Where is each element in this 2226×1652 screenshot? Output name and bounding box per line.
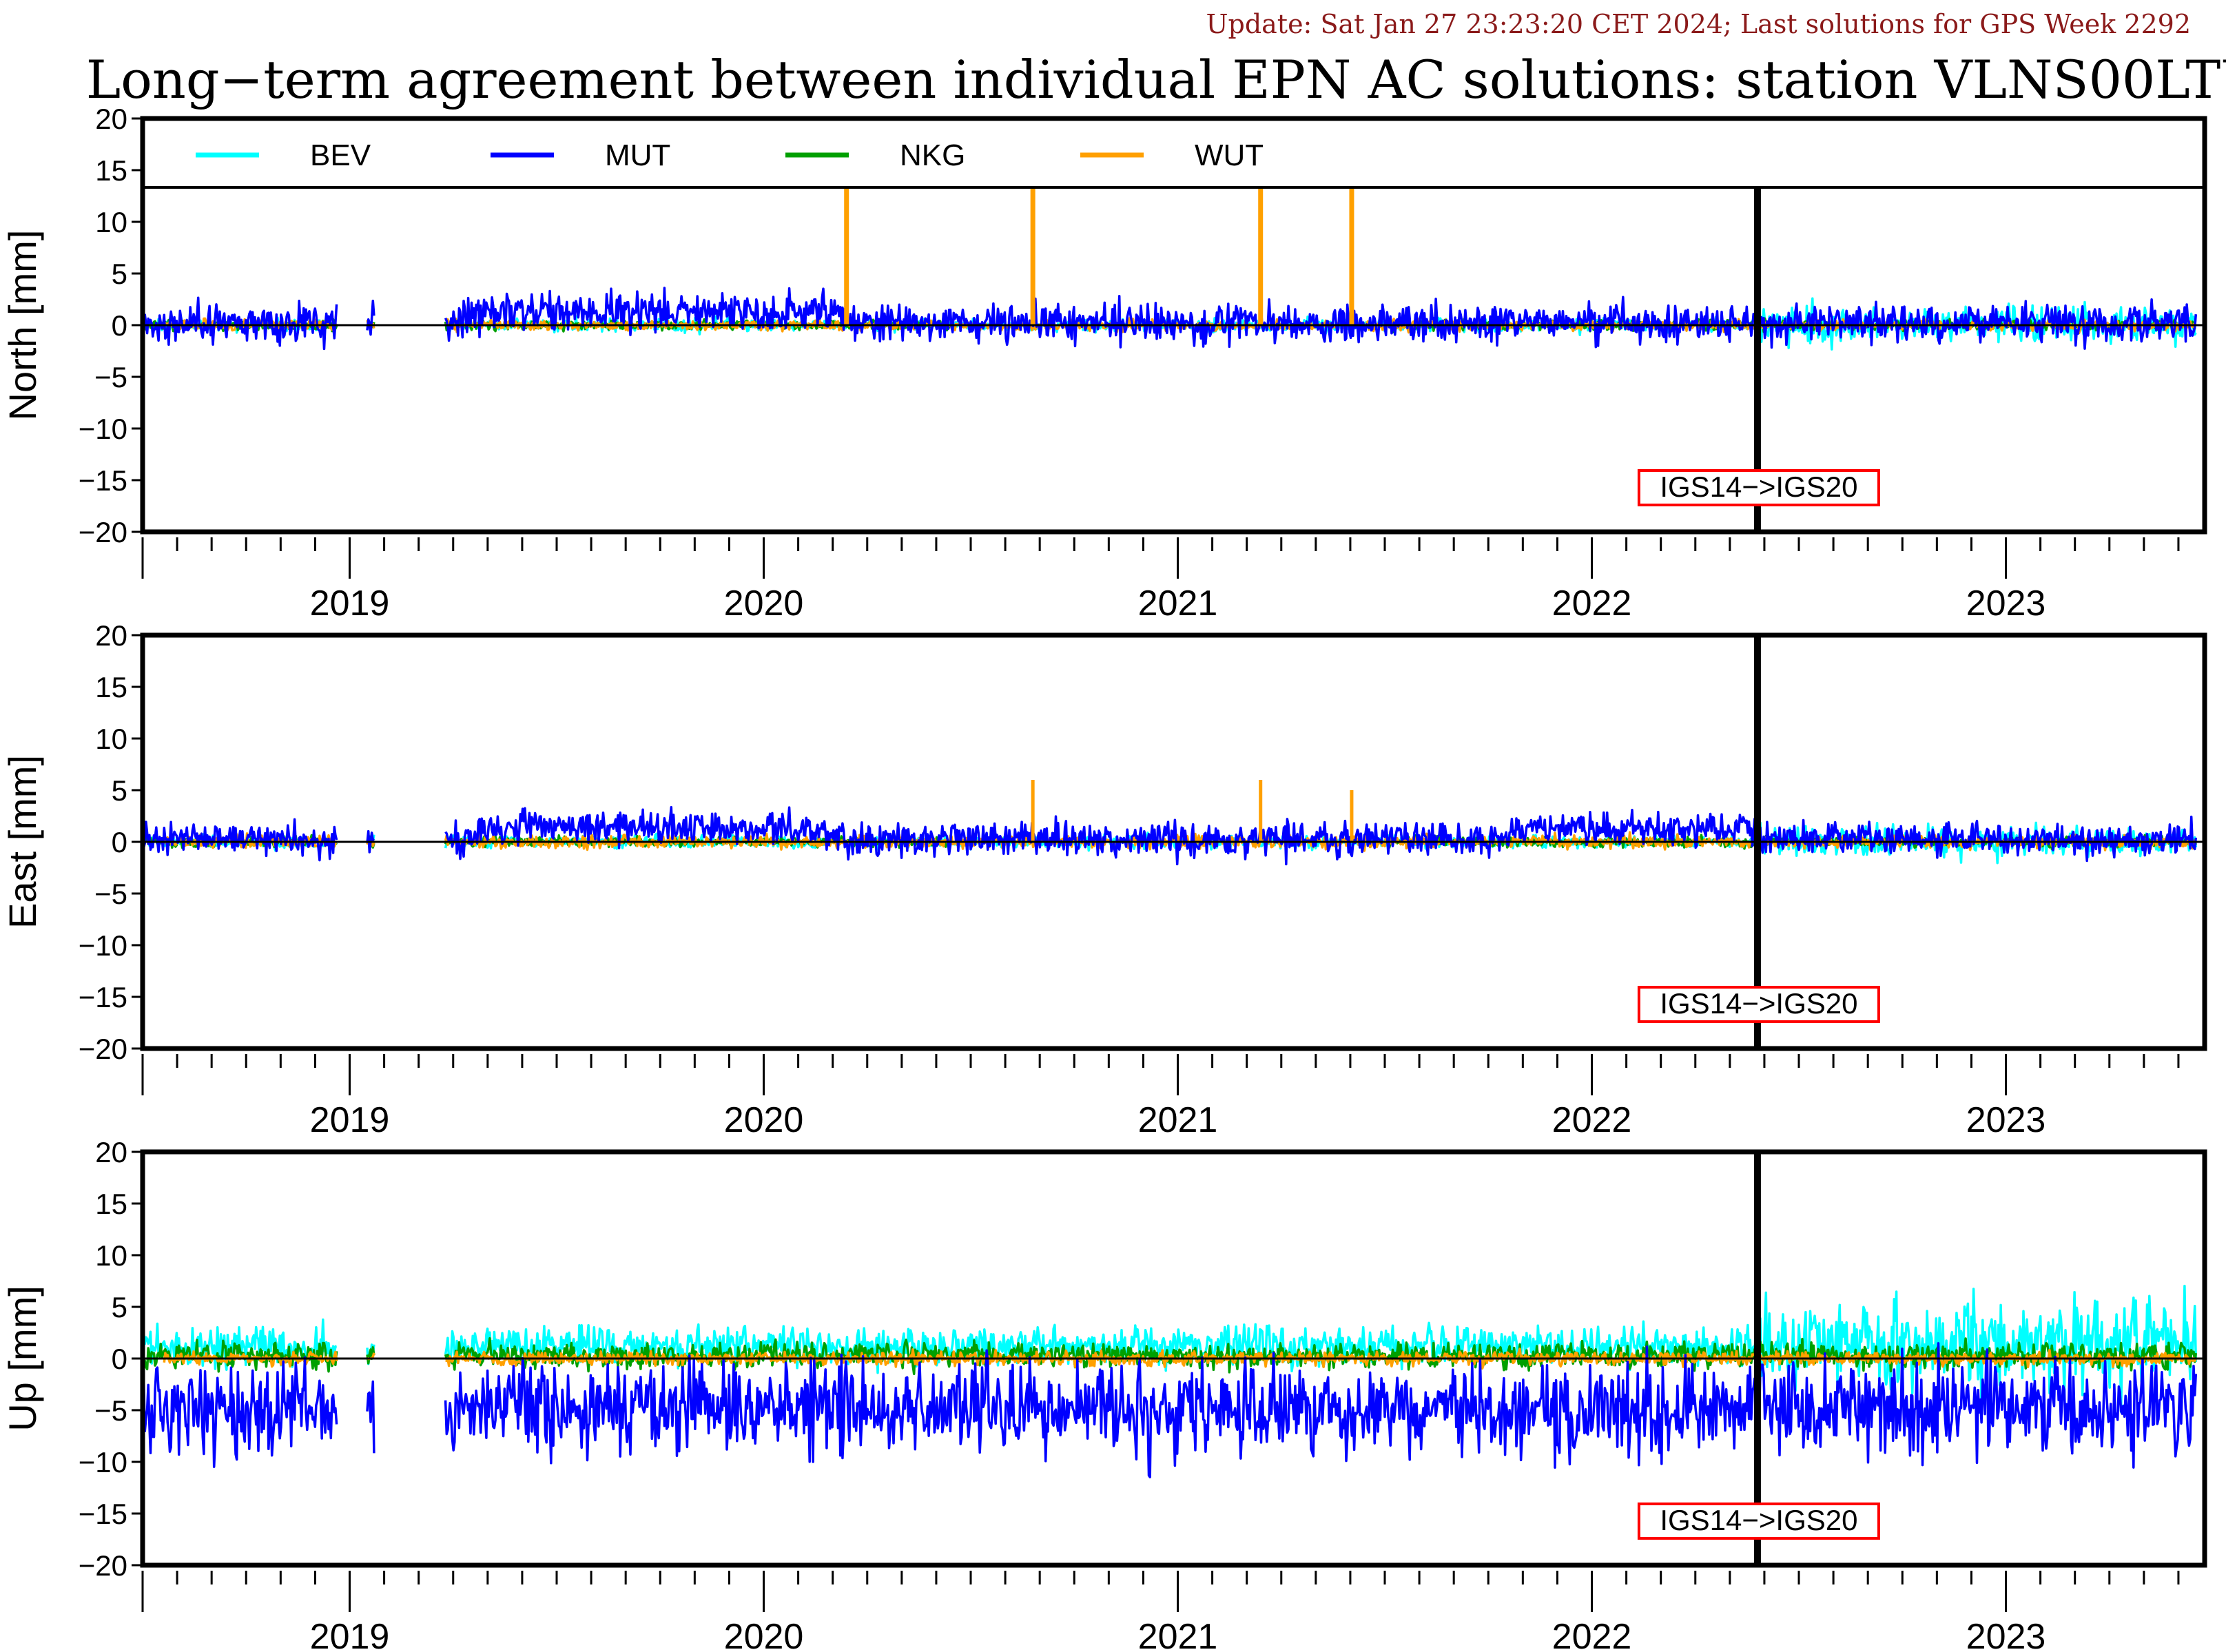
legend-label-wut: WUT bbox=[1195, 138, 1264, 172]
y-axis-label: North [mm] bbox=[1, 230, 44, 421]
y-tick-label: 20 bbox=[95, 619, 127, 652]
series-line-mut bbox=[444, 287, 2198, 350]
marker-label: IGS14−>IGS20 bbox=[1660, 1504, 1857, 1536]
y-tick-label: −15 bbox=[79, 464, 127, 497]
series-line-bev bbox=[143, 1318, 338, 1371]
x-year-label: 2022 bbox=[1552, 584, 1632, 623]
y-tick-label: 0 bbox=[112, 826, 127, 858]
series-line-mut bbox=[143, 818, 338, 862]
page-title: Long−term agreement between individual E… bbox=[86, 49, 2226, 110]
x-year-label: 2020 bbox=[724, 584, 804, 623]
series-line-nkg bbox=[366, 1345, 375, 1365]
series-layer bbox=[143, 780, 2198, 866]
y-tick-label: 20 bbox=[95, 103, 127, 135]
y-tick-label: −15 bbox=[79, 981, 127, 1013]
y-tick-label: −5 bbox=[94, 878, 127, 910]
y-tick-label: −5 bbox=[94, 1394, 127, 1427]
series-layer bbox=[143, 1284, 2198, 1478]
series-line-wut bbox=[163, 832, 338, 849]
series-line-mut bbox=[366, 299, 375, 336]
y-tick-label: 5 bbox=[112, 774, 127, 807]
panel-up: IGS14−>IGS20 20 15 10 5 0 −5 −10 −15 −20 Up [mm] 20… bbox=[1, 1136, 2207, 1652]
x-year-label: 2021 bbox=[1138, 1100, 1218, 1140]
y-tick-label: −15 bbox=[79, 1498, 127, 1530]
legend-label-mut: MUT bbox=[605, 138, 670, 172]
marker-label: IGS14−>IGS20 bbox=[1660, 987, 1857, 1020]
y-tick-label: 20 bbox=[95, 1136, 127, 1168]
y-axis-label: East [mm] bbox=[1, 755, 44, 929]
x-year-label: 2023 bbox=[1966, 584, 2046, 623]
update-timestamp: Update: Sat Jan 27 23:23:20 CET 2024; La… bbox=[1206, 9, 2191, 39]
y-tick-label: 15 bbox=[95, 1188, 127, 1220]
series-line-wut bbox=[163, 1350, 338, 1368]
x-year-label: 2023 bbox=[1966, 1100, 2046, 1140]
panel-east: IGS14−>IGS20 20 15 10 5 0 −5 −10 −15 −20 East [mm]… bbox=[1, 619, 2207, 1140]
x-year-label: 2019 bbox=[310, 1100, 390, 1140]
marker-label-box bbox=[1637, 1503, 1880, 1540]
series-line-mut bbox=[143, 296, 338, 351]
y-tick-label: −5 bbox=[94, 361, 127, 393]
y-tick-label: 10 bbox=[95, 1239, 127, 1272]
y-tick-label: 10 bbox=[95, 206, 127, 238]
y-axis-label: Up [mm] bbox=[1, 1286, 44, 1432]
series-line-mut bbox=[444, 1342, 2198, 1478]
panel-north: IGS14−>IGS20 BEV MUT NKG WUT 20 15 10 5 0 −5 −10 −15… bbox=[1, 103, 2207, 623]
series-line-mut bbox=[444, 806, 2198, 866]
x-year-label: 2021 bbox=[1138, 1617, 1218, 1652]
y-tick-label: 10 bbox=[95, 723, 127, 755]
x-year-label: 2023 bbox=[1966, 1617, 2046, 1652]
series-line-mut bbox=[366, 1380, 375, 1454]
x-year-label: 2022 bbox=[1552, 1617, 1632, 1652]
legend-label-nkg: NKG bbox=[900, 138, 965, 172]
y-tick-label: −10 bbox=[79, 1446, 127, 1478]
legend-label-bev: BEV bbox=[310, 138, 371, 172]
series-line-nkg bbox=[143, 1339, 338, 1373]
x-year-label: 2019 bbox=[310, 584, 390, 623]
x-year-label: 2022 bbox=[1552, 1100, 1632, 1140]
y-tick-label: 15 bbox=[95, 154, 127, 187]
y-tick-label: 0 bbox=[112, 309, 127, 342]
y-tick-label: −10 bbox=[79, 929, 127, 962]
marker-label: IGS14−>IGS20 bbox=[1660, 471, 1857, 503]
y-tick-label: 0 bbox=[112, 1343, 127, 1375]
x-year-label: 2021 bbox=[1138, 584, 1218, 623]
y-tick-label: −20 bbox=[79, 1549, 127, 1582]
series-line-mut bbox=[143, 1356, 338, 1468]
series-line-bev bbox=[444, 1284, 2198, 1414]
y-tick-label: −20 bbox=[79, 516, 127, 548]
y-tick-label: 5 bbox=[112, 258, 127, 290]
y-tick-label: 5 bbox=[112, 1291, 127, 1323]
marker-label-box bbox=[1637, 986, 1880, 1023]
y-tick-label: 15 bbox=[95, 671, 127, 703]
x-year-label: 2020 bbox=[724, 1617, 804, 1652]
x-year-label: 2020 bbox=[724, 1100, 804, 1140]
x-year-label: 2019 bbox=[310, 1617, 390, 1652]
y-tick-label: −20 bbox=[79, 1033, 127, 1065]
y-tick-label: −10 bbox=[79, 413, 127, 445]
marker-label-box bbox=[1637, 469, 1880, 506]
legend-background bbox=[143, 118, 2205, 186]
series-line-wut bbox=[445, 1348, 2197, 1370]
